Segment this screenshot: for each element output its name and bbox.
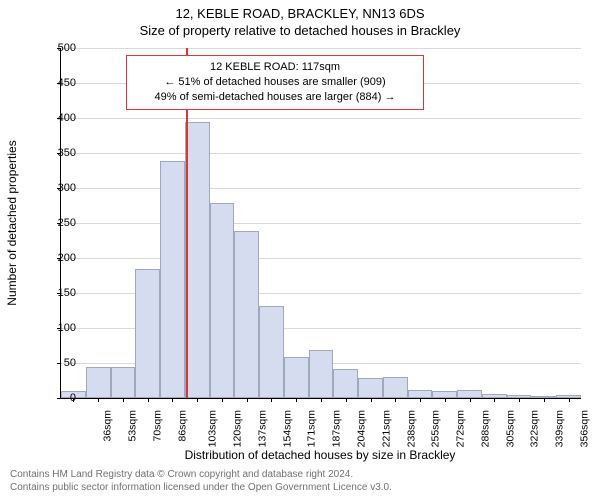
histogram-bar <box>432 391 457 398</box>
xtick-label: 86sqm <box>176 410 188 442</box>
xtick-label: 255sqm <box>430 410 442 447</box>
xtick-mark <box>222 398 223 402</box>
xtick-label: 36sqm <box>102 410 114 442</box>
xtick-label: 120sqm <box>232 410 244 447</box>
ytick-label: 150 <box>58 287 76 299</box>
xtick-mark <box>445 398 446 402</box>
histogram-bar <box>185 122 210 399</box>
xtick-mark <box>247 398 248 402</box>
page-subtitle: Size of property relative to detached ho… <box>0 21 600 38</box>
histogram-bar <box>111 367 136 399</box>
histogram-bar <box>333 369 358 398</box>
gridline <box>61 188 581 189</box>
xtick-label: 305sqm <box>504 410 516 447</box>
xtick-mark <box>321 398 322 402</box>
gridline <box>61 258 581 259</box>
xtick-mark <box>271 398 272 402</box>
xtick-mark <box>544 398 545 402</box>
xtick-label: 187sqm <box>331 410 343 447</box>
footer-attribution: Contains HM Land Registry data © Crown c… <box>10 468 392 494</box>
xtick-label: 356sqm <box>578 410 590 447</box>
xtick-mark <box>197 398 198 402</box>
xtick-label: 70sqm <box>151 410 163 442</box>
ytick-label: 100 <box>58 322 76 334</box>
callout-box: 12 KEBLE ROAD: 117sqm ← 51% of detached … <box>126 55 424 110</box>
histogram-bar <box>284 357 309 398</box>
callout-line3: 49% of semi-detached houses are larger (… <box>135 90 415 105</box>
callout-line2: ← 51% of detached houses are smaller (90… <box>135 75 415 90</box>
xtick-label: 137sqm <box>256 410 268 447</box>
xtick-label: 204sqm <box>355 410 367 447</box>
x-axis-label: Distribution of detached houses by size … <box>60 448 580 462</box>
xtick-label: 103sqm <box>207 410 219 447</box>
xtick-mark <box>172 398 173 402</box>
xtick-mark <box>123 398 124 402</box>
histogram-bar <box>358 378 383 398</box>
xtick-mark <box>371 398 372 402</box>
callout-line1: 12 KEBLE ROAD: 117sqm <box>135 60 415 75</box>
histogram-chart: 12 KEBLE ROAD: 117sqm ← 51% of detached … <box>60 48 580 398</box>
xtick-mark <box>569 398 570 402</box>
xtick-label: 339sqm <box>553 410 565 447</box>
histogram-bar <box>408 390 433 398</box>
xtick-mark <box>296 398 297 402</box>
gridline <box>61 153 581 154</box>
xtick-label: 221sqm <box>380 410 392 447</box>
ytick-label: 0 <box>70 392 76 404</box>
xtick-label: 154sqm <box>281 410 293 447</box>
histogram-bar <box>234 231 259 398</box>
histogram-bar <box>457 390 482 398</box>
histogram-bar <box>309 350 334 398</box>
xtick-label: 238sqm <box>405 410 417 447</box>
y-axis-label: Number of detached properties <box>5 140 19 305</box>
xtick-mark <box>470 398 471 402</box>
xtick-mark <box>494 398 495 402</box>
footer-line2: Contains public sector information licen… <box>10 481 392 494</box>
ytick-mark <box>57 398 61 399</box>
ytick-mark <box>57 363 61 364</box>
ytick-label: 400 <box>58 112 76 124</box>
histogram-bar <box>210 203 235 398</box>
plot-area: 12 KEBLE ROAD: 117sqm ← 51% of detached … <box>60 48 581 399</box>
gridline <box>61 118 581 119</box>
ytick-label: 250 <box>58 217 76 229</box>
histogram-bar <box>135 269 160 399</box>
xtick-mark <box>148 398 149 402</box>
ytick-label: 500 <box>58 42 76 54</box>
ytick-label: 50 <box>64 357 76 369</box>
ytick-label: 450 <box>58 77 76 89</box>
xtick-label: 272sqm <box>454 410 466 447</box>
xtick-label: 288sqm <box>479 410 491 447</box>
footer-line1: Contains HM Land Registry data © Crown c… <box>10 468 392 481</box>
xtick-mark <box>519 398 520 402</box>
histogram-bar <box>86 367 111 399</box>
ytick-label: 200 <box>58 252 76 264</box>
histogram-bar <box>259 306 284 398</box>
ytick-label: 350 <box>58 147 76 159</box>
xtick-mark <box>395 398 396 402</box>
xtick-mark <box>98 398 99 402</box>
gridline <box>61 48 581 49</box>
xtick-label: 171sqm <box>306 410 318 447</box>
histogram-bar <box>383 377 408 398</box>
xtick-mark <box>346 398 347 402</box>
xtick-label: 53sqm <box>127 410 139 442</box>
ytick-label: 300 <box>58 182 76 194</box>
xtick-label: 322sqm <box>529 410 541 447</box>
page-title: 12, KEBLE ROAD, BRACKLEY, NN13 6DS <box>0 0 600 21</box>
gridline <box>61 223 581 224</box>
histogram-bar <box>160 161 185 398</box>
xtick-mark <box>420 398 421 402</box>
